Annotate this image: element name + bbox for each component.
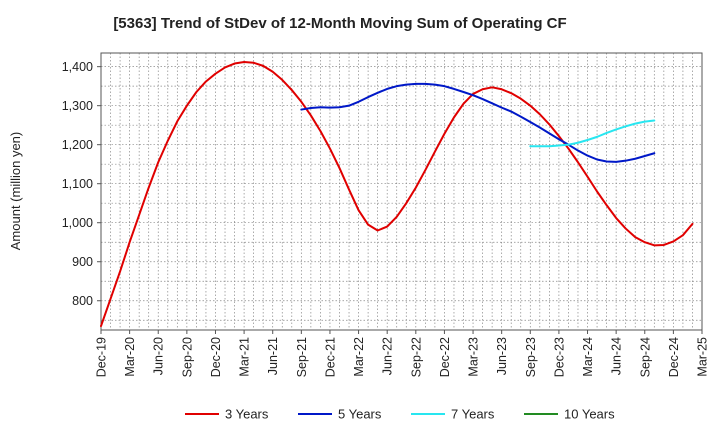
- x-tick-label: Dec-20: [209, 337, 223, 377]
- x-tick-label: Mar-22: [352, 337, 366, 377]
- x-tick-label: Jun-21: [266, 337, 280, 375]
- legend-label-5-years: 5 Years: [338, 407, 382, 422]
- x-tick-label: Dec-21: [323, 337, 337, 377]
- x-tick-label: Jun-23: [495, 337, 509, 375]
- series-line-5-years: [300, 82, 656, 163]
- x-tick-label: Dec-23: [552, 337, 566, 377]
- x-tick-label: Dec-22: [438, 337, 452, 377]
- x-tick-label: Mar-20: [123, 337, 137, 377]
- chart-title: [5363] Trend of StDev of 12-Month Moving…: [113, 15, 566, 32]
- x-tick-label: Mar-23: [467, 337, 481, 377]
- legend-label-7-years: 7 Years: [451, 407, 495, 422]
- x-tick-label: Mar-25: [696, 337, 710, 377]
- series-group: [100, 60, 694, 328]
- grid: [101, 53, 702, 330]
- y-tick-label: 1,400: [62, 60, 93, 74]
- x-tick-label: Sep-21: [295, 337, 309, 377]
- y-tick-label: 1,200: [62, 138, 93, 152]
- series-line-7-years: [529, 119, 656, 148]
- x-tick-label: Jun-22: [381, 337, 395, 375]
- x-tick-label: Jun-20: [152, 337, 166, 375]
- y-axis-ticks: 800 900 1,000 1,100 1,200 1,300 1,400: [62, 60, 101, 308]
- x-tick-label: Sep-22: [409, 337, 423, 377]
- y-tick-label: 1,000: [62, 216, 93, 230]
- x-tick-label: Mar-21: [238, 337, 252, 377]
- x-tick-label: Dec-24: [667, 337, 681, 377]
- y-tick-label: 900: [72, 255, 93, 269]
- y-tick-label: 800: [72, 294, 93, 308]
- legend-label-10-years: 10 Years: [564, 407, 615, 422]
- legend-label-3-years: 3 Years: [225, 407, 269, 422]
- y-tick-label: 1,300: [62, 99, 93, 113]
- legend: 3 Years 5 Years 7 Years 10 Years: [185, 407, 615, 422]
- x-tick-label: Jun-24: [610, 337, 624, 375]
- series-line-3-years: [100, 60, 694, 328]
- x-tick-label: Sep-23: [524, 337, 538, 377]
- y-tick-label: 1,100: [62, 177, 93, 191]
- y-axis-label: Amount (million yen): [8, 132, 23, 251]
- x-tick-label: Sep-24: [638, 337, 652, 377]
- plot-frame: [100, 52, 703, 331]
- x-tick-label: Mar-24: [581, 337, 595, 377]
- x-tick-label: Sep-20: [180, 337, 194, 377]
- x-tick-label: Dec-19: [95, 337, 109, 377]
- x-axis-ticks: Dec-19 Mar-20 Jun-20 Sep-20 Dec-20 Mar-21 Jun-…: [95, 330, 710, 377]
